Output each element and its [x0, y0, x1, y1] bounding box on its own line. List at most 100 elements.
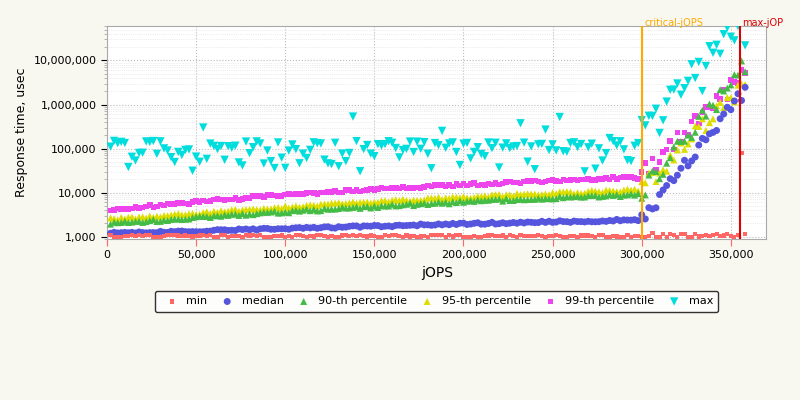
90-th percentile	[686, 134, 698, 141]
median	[443, 222, 456, 228]
median	[429, 222, 442, 228]
95-th percentile	[689, 123, 702, 129]
median	[471, 220, 484, 226]
90-th percentile	[182, 216, 195, 222]
95-th percentile	[161, 212, 174, 219]
median	[671, 172, 684, 178]
max	[236, 162, 249, 169]
99-th percentile	[429, 182, 442, 188]
max	[450, 149, 462, 155]
min	[561, 234, 574, 240]
median	[621, 217, 634, 223]
90-th percentile	[386, 201, 398, 208]
99-th percentile	[660, 146, 673, 152]
95-th percentile	[343, 200, 356, 206]
95-th percentile	[325, 200, 338, 206]
90-th percentile	[307, 206, 320, 212]
median	[332, 224, 345, 230]
max	[104, 144, 117, 150]
max	[279, 165, 292, 171]
min	[650, 234, 662, 240]
99-th percentile	[514, 180, 527, 187]
median	[336, 224, 349, 230]
max	[646, 113, 659, 119]
max	[574, 141, 587, 147]
90-th percentile	[275, 210, 288, 216]
90-th percentile	[154, 218, 167, 225]
95-th percentile	[554, 188, 566, 195]
min	[735, 150, 748, 156]
90-th percentile	[493, 196, 506, 202]
max	[111, 140, 124, 146]
median	[410, 222, 423, 229]
95-th percentile	[172, 210, 185, 217]
99-th percentile	[582, 176, 594, 182]
95-th percentile	[725, 94, 738, 101]
95-th percentile	[593, 188, 606, 195]
min	[403, 233, 416, 240]
min	[450, 232, 462, 238]
90-th percentile	[653, 176, 666, 182]
99-th percentile	[346, 188, 359, 194]
min	[300, 234, 313, 240]
Text: max-jOP: max-jOP	[742, 18, 783, 28]
max	[222, 143, 234, 150]
max	[375, 142, 388, 149]
min	[657, 231, 670, 237]
median	[582, 218, 594, 224]
median	[699, 137, 712, 143]
min	[254, 232, 266, 238]
median	[646, 206, 659, 212]
max	[635, 117, 648, 123]
90-th percentile	[126, 219, 138, 225]
min	[710, 230, 723, 237]
median	[546, 219, 559, 226]
99-th percentile	[403, 185, 416, 192]
median	[236, 226, 249, 233]
max	[258, 160, 270, 167]
min	[721, 230, 734, 237]
min	[546, 232, 559, 239]
95-th percentile	[307, 202, 320, 208]
min	[190, 233, 202, 240]
99-th percentile	[290, 190, 302, 197]
median	[550, 219, 562, 225]
99-th percentile	[218, 197, 231, 203]
median	[457, 220, 470, 226]
median	[738, 84, 751, 90]
99-th percentile	[528, 178, 541, 184]
min	[126, 232, 138, 238]
95-th percentile	[642, 170, 655, 176]
min	[275, 232, 288, 239]
90-th percentile	[539, 195, 552, 202]
max	[126, 154, 138, 160]
max	[211, 146, 224, 152]
median	[226, 227, 238, 234]
90-th percentile	[325, 206, 338, 212]
99-th percentile	[607, 174, 620, 180]
min	[258, 234, 270, 240]
max	[218, 157, 231, 163]
95-th percentile	[432, 194, 445, 200]
max	[346, 113, 359, 120]
90-th percentile	[500, 196, 513, 202]
90-th percentile	[618, 192, 630, 198]
min	[307, 233, 320, 240]
90-th percentile	[297, 207, 310, 214]
99-th percentile	[642, 170, 655, 176]
90-th percentile	[664, 154, 677, 161]
90-th percentile	[403, 200, 416, 206]
99-th percentile	[621, 174, 634, 180]
99-th percentile	[496, 180, 509, 187]
max	[204, 140, 217, 147]
95-th percentile	[710, 102, 723, 109]
95-th percentile	[486, 192, 498, 198]
median	[686, 158, 698, 164]
min	[550, 232, 562, 238]
95-th percentile	[190, 211, 202, 218]
max	[439, 144, 452, 151]
95-th percentile	[468, 194, 481, 200]
90-th percentile	[382, 203, 395, 209]
min	[204, 232, 217, 238]
99-th percentile	[614, 174, 626, 180]
